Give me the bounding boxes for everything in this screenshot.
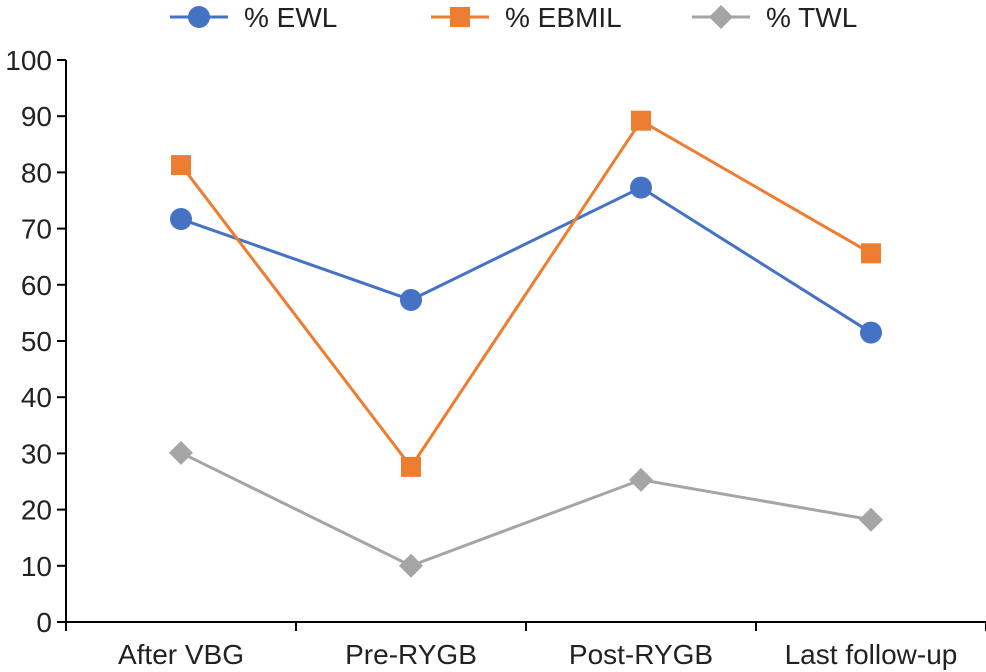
series-line-ebmil <box>179 118 872 470</box>
y-tick-label: 40 <box>21 382 52 413</box>
data-point-ebmil <box>631 110 651 131</box>
legend-marker-twl <box>709 5 733 29</box>
data-point-ebmil <box>401 456 421 477</box>
series-line-twl <box>180 451 872 568</box>
x-category-label: Post-RYGB <box>569 639 713 670</box>
x-category-label: Last follow-up <box>785 639 958 670</box>
x-category-label: After VBG <box>118 639 244 670</box>
legend-item-ewl: % EWL <box>170 2 337 33</box>
series-twl <box>169 440 883 578</box>
axes: 0 10 20 30 40 50 60 70 80 90 100 After VBG Pre-RYGB P… <box>5 45 986 670</box>
data-point-ewl <box>170 208 192 231</box>
data-point-twl <box>399 553 423 578</box>
legend-marker-ebmil <box>450 7 470 27</box>
y-tick-label: 100 <box>5 45 52 76</box>
series-line-ewl <box>180 185 872 334</box>
data-point-ewl <box>630 176 652 199</box>
legend: % EWL % EBMIL % TWL <box>170 2 857 33</box>
x-category-label: Pre-RYGB <box>345 639 477 670</box>
y-tick-label: 20 <box>21 495 52 526</box>
series-ewl <box>170 176 882 344</box>
data-point-twl <box>169 440 193 465</box>
legend-label: % EWL <box>244 2 337 33</box>
legend-item-ebmil: % EBMIL <box>431 2 622 33</box>
data-point-ebmil <box>861 243 881 264</box>
legend-label: % TWL <box>766 2 857 33</box>
y-tick-label: 70 <box>21 214 52 245</box>
y-tick-label: 90 <box>21 101 52 132</box>
y-tick-label: 0 <box>36 607 52 638</box>
y-tick-label: 10 <box>21 551 52 582</box>
data-point-twl <box>629 467 653 492</box>
data-point-ebmil <box>171 155 191 176</box>
data-point-ewl <box>400 288 422 311</box>
plot-area <box>169 110 883 578</box>
data-point-ewl <box>860 321 882 344</box>
legend-marker-ewl <box>188 6 210 28</box>
series-ebmil <box>171 110 881 477</box>
y-tick-label: 80 <box>21 157 52 188</box>
y-tick-label: 30 <box>21 438 52 469</box>
data-point-twl <box>859 507 883 532</box>
y-tick-label: 60 <box>21 270 52 301</box>
legend-label: % EBMIL <box>505 2 622 33</box>
y-tick-label: 50 <box>21 326 52 357</box>
legend-item-twl: % TWL <box>692 2 857 33</box>
